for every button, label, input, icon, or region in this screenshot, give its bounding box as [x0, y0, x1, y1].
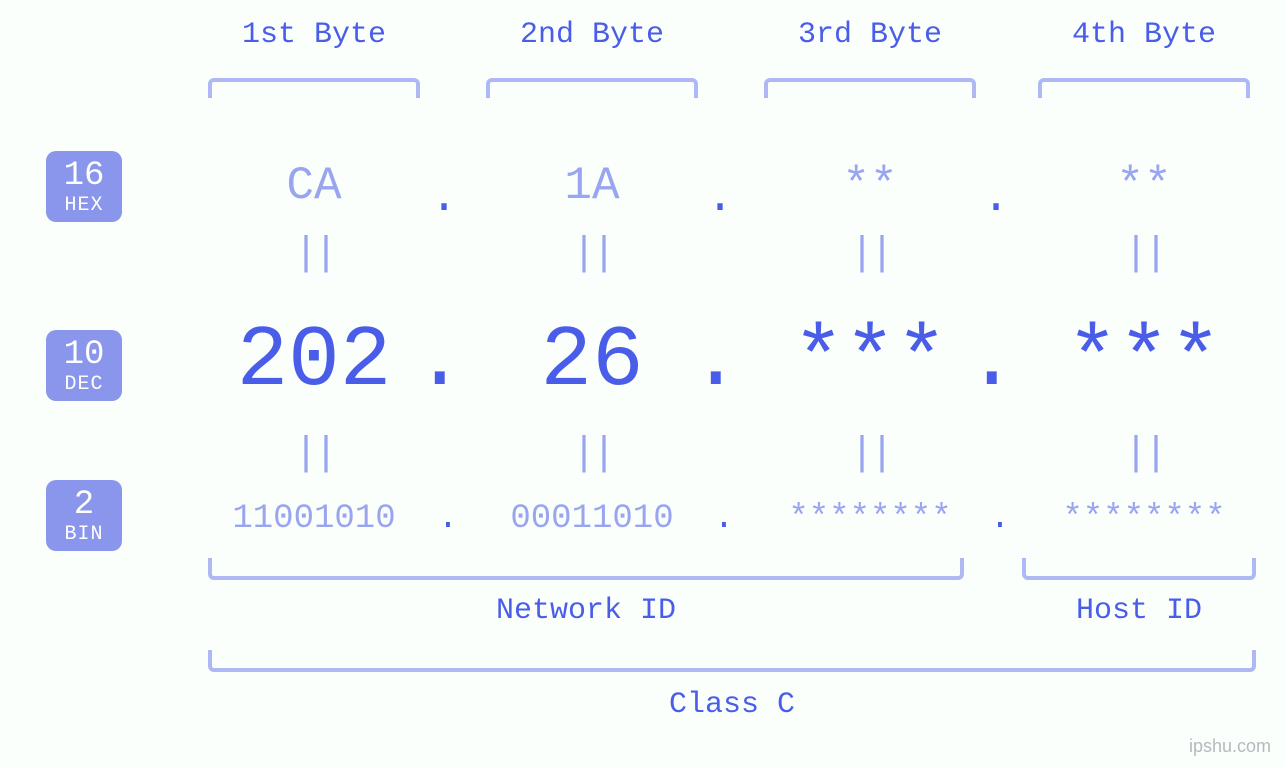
eq-dec-bin-1: || [294, 432, 334, 477]
bin-dot-1: . [428, 500, 468, 538]
host-id-label: Host ID [1022, 594, 1256, 628]
bin-dot-2: . [704, 500, 744, 538]
byte-header-4: 4th Byte [1038, 18, 1250, 52]
byte-header-2: 2nd Byte [486, 18, 698, 52]
bin-byte-3: ******** [744, 500, 996, 538]
eq-hex-dec-4: || [1124, 232, 1164, 277]
byte-bracket-3 [764, 78, 976, 98]
hex-dot-2: . [700, 172, 740, 224]
byte-bracket-1 [208, 78, 420, 98]
eq-dec-bin-2: || [572, 432, 612, 477]
base-badge-bin: 2 BIN [46, 480, 122, 551]
byte-bracket-2 [486, 78, 698, 98]
base-badge-dec-num: 10 [46, 338, 122, 374]
hex-byte-1: CA [208, 160, 420, 212]
base-badge-hex: 16 HEX [46, 151, 122, 222]
dec-byte-4: *** [1038, 312, 1250, 410]
class-bracket [208, 650, 1256, 672]
eq-dec-bin-4: || [1124, 432, 1164, 477]
host-id-bracket [1022, 558, 1256, 580]
dec-dot-3: . [966, 312, 1006, 410]
bin-byte-2: 00011010 [466, 500, 718, 538]
byte-header-3: 3rd Byte [764, 18, 976, 52]
byte-header-1: 1st Byte [208, 18, 420, 52]
dec-dot-1: . [414, 312, 454, 410]
bin-dot-3: . [980, 500, 1020, 538]
dec-byte-2: 26 [486, 312, 698, 410]
bin-byte-1: 11001010 [188, 500, 440, 538]
hex-byte-2: 1A [486, 160, 698, 212]
eq-hex-dec-1: || [294, 232, 334, 277]
base-badge-bin-num: 2 [46, 488, 122, 524]
hex-byte-4: ** [1038, 160, 1250, 212]
byte-bracket-4 [1038, 78, 1250, 98]
network-id-label: Network ID [208, 594, 964, 628]
hex-dot-1: . [424, 172, 464, 224]
class-label: Class C [208, 688, 1256, 722]
base-badge-bin-label: BIN [46, 524, 122, 545]
eq-hex-dec-2: || [572, 232, 612, 277]
dec-byte-3: *** [764, 312, 976, 410]
eq-hex-dec-3: || [850, 232, 890, 277]
bin-byte-4: ******** [1018, 500, 1270, 538]
base-badge-hex-num: 16 [46, 159, 122, 195]
hex-byte-3: ** [764, 160, 976, 212]
base-badge-dec-label: DEC [46, 374, 122, 395]
base-badge-hex-label: HEX [46, 195, 122, 216]
network-id-bracket [208, 558, 964, 580]
dec-dot-2: . [690, 312, 730, 410]
base-badge-dec: 10 DEC [46, 330, 122, 401]
dec-byte-1: 202 [208, 312, 420, 410]
hex-dot-3: . [976, 172, 1016, 224]
watermark: ipshu.com [1189, 736, 1271, 757]
eq-dec-bin-3: || [850, 432, 890, 477]
